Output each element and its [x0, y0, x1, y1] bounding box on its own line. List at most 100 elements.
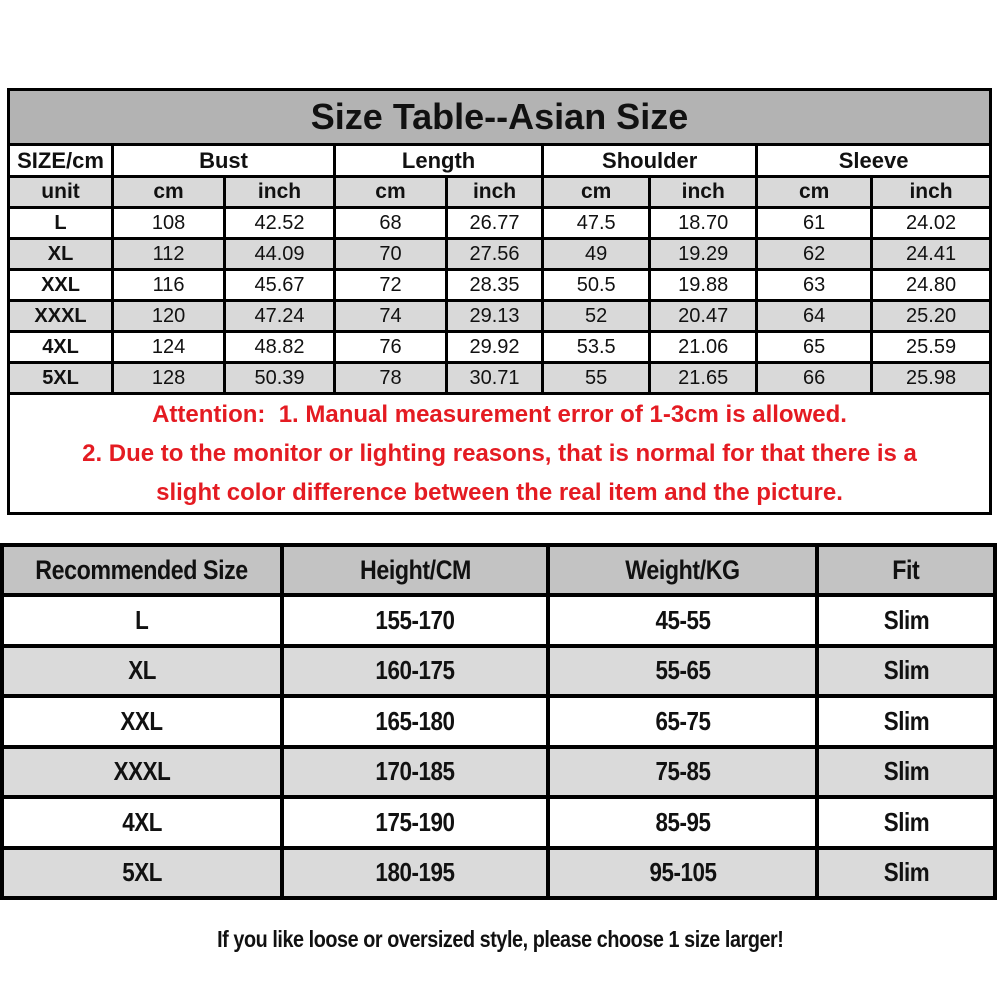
unit-cm: cm — [111, 175, 227, 209]
height-range: 160-175 — [280, 643, 551, 698]
cell: 66 — [755, 361, 874, 395]
cell: 50.39 — [223, 361, 336, 395]
table-row-5XL: 5XL 180-195 95-105 Slim — [0, 845, 997, 900]
size-label: XL — [6, 237, 115, 271]
size-label: 4XL — [6, 330, 115, 364]
unit-inch: inch — [444, 175, 545, 209]
cell: 18.70 — [648, 206, 759, 240]
cell: 63 — [755, 268, 874, 302]
cell: 78 — [332, 361, 448, 395]
cell: 28.35 — [444, 268, 545, 302]
cell: 20.47 — [648, 299, 759, 333]
unit-inch: inch — [648, 175, 759, 209]
size-table: Size Table--Asian Size SIZE/cm Bust Leng… — [6, 88, 992, 515]
unit-inch: inch — [223, 175, 336, 209]
cell: 25.20 — [870, 299, 992, 333]
table-row-4XL: 4XL 124 48.82 76 29.92 53.5 21.06 65 25.… — [6, 330, 992, 364]
col-header-length: Length — [332, 143, 545, 178]
height-range: 165-180 — [280, 694, 551, 749]
cell: 72 — [332, 268, 448, 302]
col-header-weight: Weight/KG — [546, 543, 820, 597]
fit-value: Slim — [815, 744, 997, 799]
height-range: 180-195 — [280, 845, 551, 900]
col-header-bust: Bust — [111, 143, 336, 178]
size-label: XXXL — [0, 744, 285, 799]
attention-line-3: slight color difference between the real… — [156, 479, 843, 506]
col-header-recommended-size: Recommended Size — [0, 543, 285, 597]
cell: 116 — [111, 268, 227, 302]
cell: 29.92 — [444, 330, 545, 364]
size-label: 5XL — [6, 361, 115, 395]
size-table-section: Size Table--Asian Size SIZE/cm Bust Leng… — [6, 88, 992, 515]
cell: 53.5 — [541, 330, 652, 364]
size-label: L — [0, 593, 285, 648]
attention-row: Attention: 1. Manual measurement error o… — [7, 392, 992, 515]
fit-value: Slim — [815, 845, 997, 900]
recommended-size-section: Recommended Size Height/CM Weight/KG Fit… — [0, 543, 997, 900]
col-header-fit: Fit — [815, 543, 997, 597]
cell: 44.09 — [223, 237, 336, 271]
table-row-L: L 155-170 45-55 Slim — [0, 593, 997, 648]
cell: 25.98 — [870, 361, 992, 395]
cell: 47.5 — [541, 206, 652, 240]
table-row-XXL: XXL 165-180 65-75 Slim — [0, 694, 997, 749]
weight-range: 85-95 — [546, 795, 820, 850]
cell: 64 — [755, 299, 874, 333]
cell: 47.24 — [223, 299, 336, 333]
unit-inch: inch — [870, 175, 992, 209]
cell: 112 — [111, 237, 227, 271]
weight-range: 45-55 — [546, 593, 820, 648]
cell: 52 — [541, 299, 652, 333]
table-row-5XL: 5XL 128 50.39 78 30.71 55 21.65 66 25.98 — [6, 361, 992, 395]
cell: 62 — [755, 237, 874, 271]
table-row-XL: XL 112 44.09 70 27.56 49 19.29 62 24.41 — [6, 237, 992, 271]
size-label: 5XL — [0, 845, 285, 900]
cell: 76 — [332, 330, 448, 364]
cell: 120 — [111, 299, 227, 333]
unit-cm: cm — [755, 175, 874, 209]
table-title-row: Size Table--Asian Size — [7, 88, 992, 146]
cell: 19.88 — [648, 268, 759, 302]
cell: 108 — [111, 206, 227, 240]
table-row-4XL: 4XL 175-190 85-95 Slim — [0, 795, 997, 850]
cell: 24.02 — [870, 206, 992, 240]
table-row-L: L 108 42.52 68 26.77 47.5 18.70 61 24.02 — [6, 206, 992, 240]
cell: 29.13 — [444, 299, 545, 333]
col-header-shoulder: Shoulder — [541, 143, 759, 178]
fit-value: Slim — [815, 593, 997, 648]
cell: 24.80 — [870, 268, 992, 302]
col-header-size: SIZE/cm — [6, 143, 115, 178]
cell: 21.65 — [648, 361, 759, 395]
recommended-size-table: Recommended Size Height/CM Weight/KG Fit… — [0, 543, 997, 900]
cell: 49 — [541, 237, 652, 271]
cell: 25.59 — [870, 330, 992, 364]
size-label: L — [6, 206, 115, 240]
cell: 48.82 — [223, 330, 336, 364]
footer-note: If you like loose or oversized style, pl… — [0, 926, 1000, 953]
cell: 21.06 — [648, 330, 759, 364]
cell: 55 — [541, 361, 652, 395]
cell: 26.77 — [444, 206, 545, 240]
size-label: XXL — [0, 694, 285, 749]
table-row-XXXL: XXXL 120 47.24 74 29.13 52 20.47 64 25.2… — [6, 299, 992, 333]
cell: 65 — [755, 330, 874, 364]
cell: 30.71 — [444, 361, 545, 395]
cell: 128 — [111, 361, 227, 395]
cell: 124 — [111, 330, 227, 364]
table-row-XL: XL 160-175 55-65 Slim — [0, 643, 997, 698]
table-row-XXXL: XXXL 170-185 75-85 Slim — [0, 744, 997, 799]
cell: 61 — [755, 206, 874, 240]
fit-value: Slim — [815, 694, 997, 749]
attention-line-2: 2. Due to the monitor or lighting reason… — [82, 440, 917, 467]
col-header-height: Height/CM — [280, 543, 551, 597]
cell: 70 — [332, 237, 448, 271]
cell: 50.5 — [541, 268, 652, 302]
cell: 19.29 — [648, 237, 759, 271]
cell: 45.67 — [223, 268, 336, 302]
unit-cm: cm — [541, 175, 652, 209]
weight-range: 55-65 — [546, 643, 820, 698]
col-header-sleeve: Sleeve — [755, 143, 992, 178]
height-range: 175-190 — [280, 795, 551, 850]
height-range: 170-185 — [280, 744, 551, 799]
weight-range: 75-85 — [546, 744, 820, 799]
